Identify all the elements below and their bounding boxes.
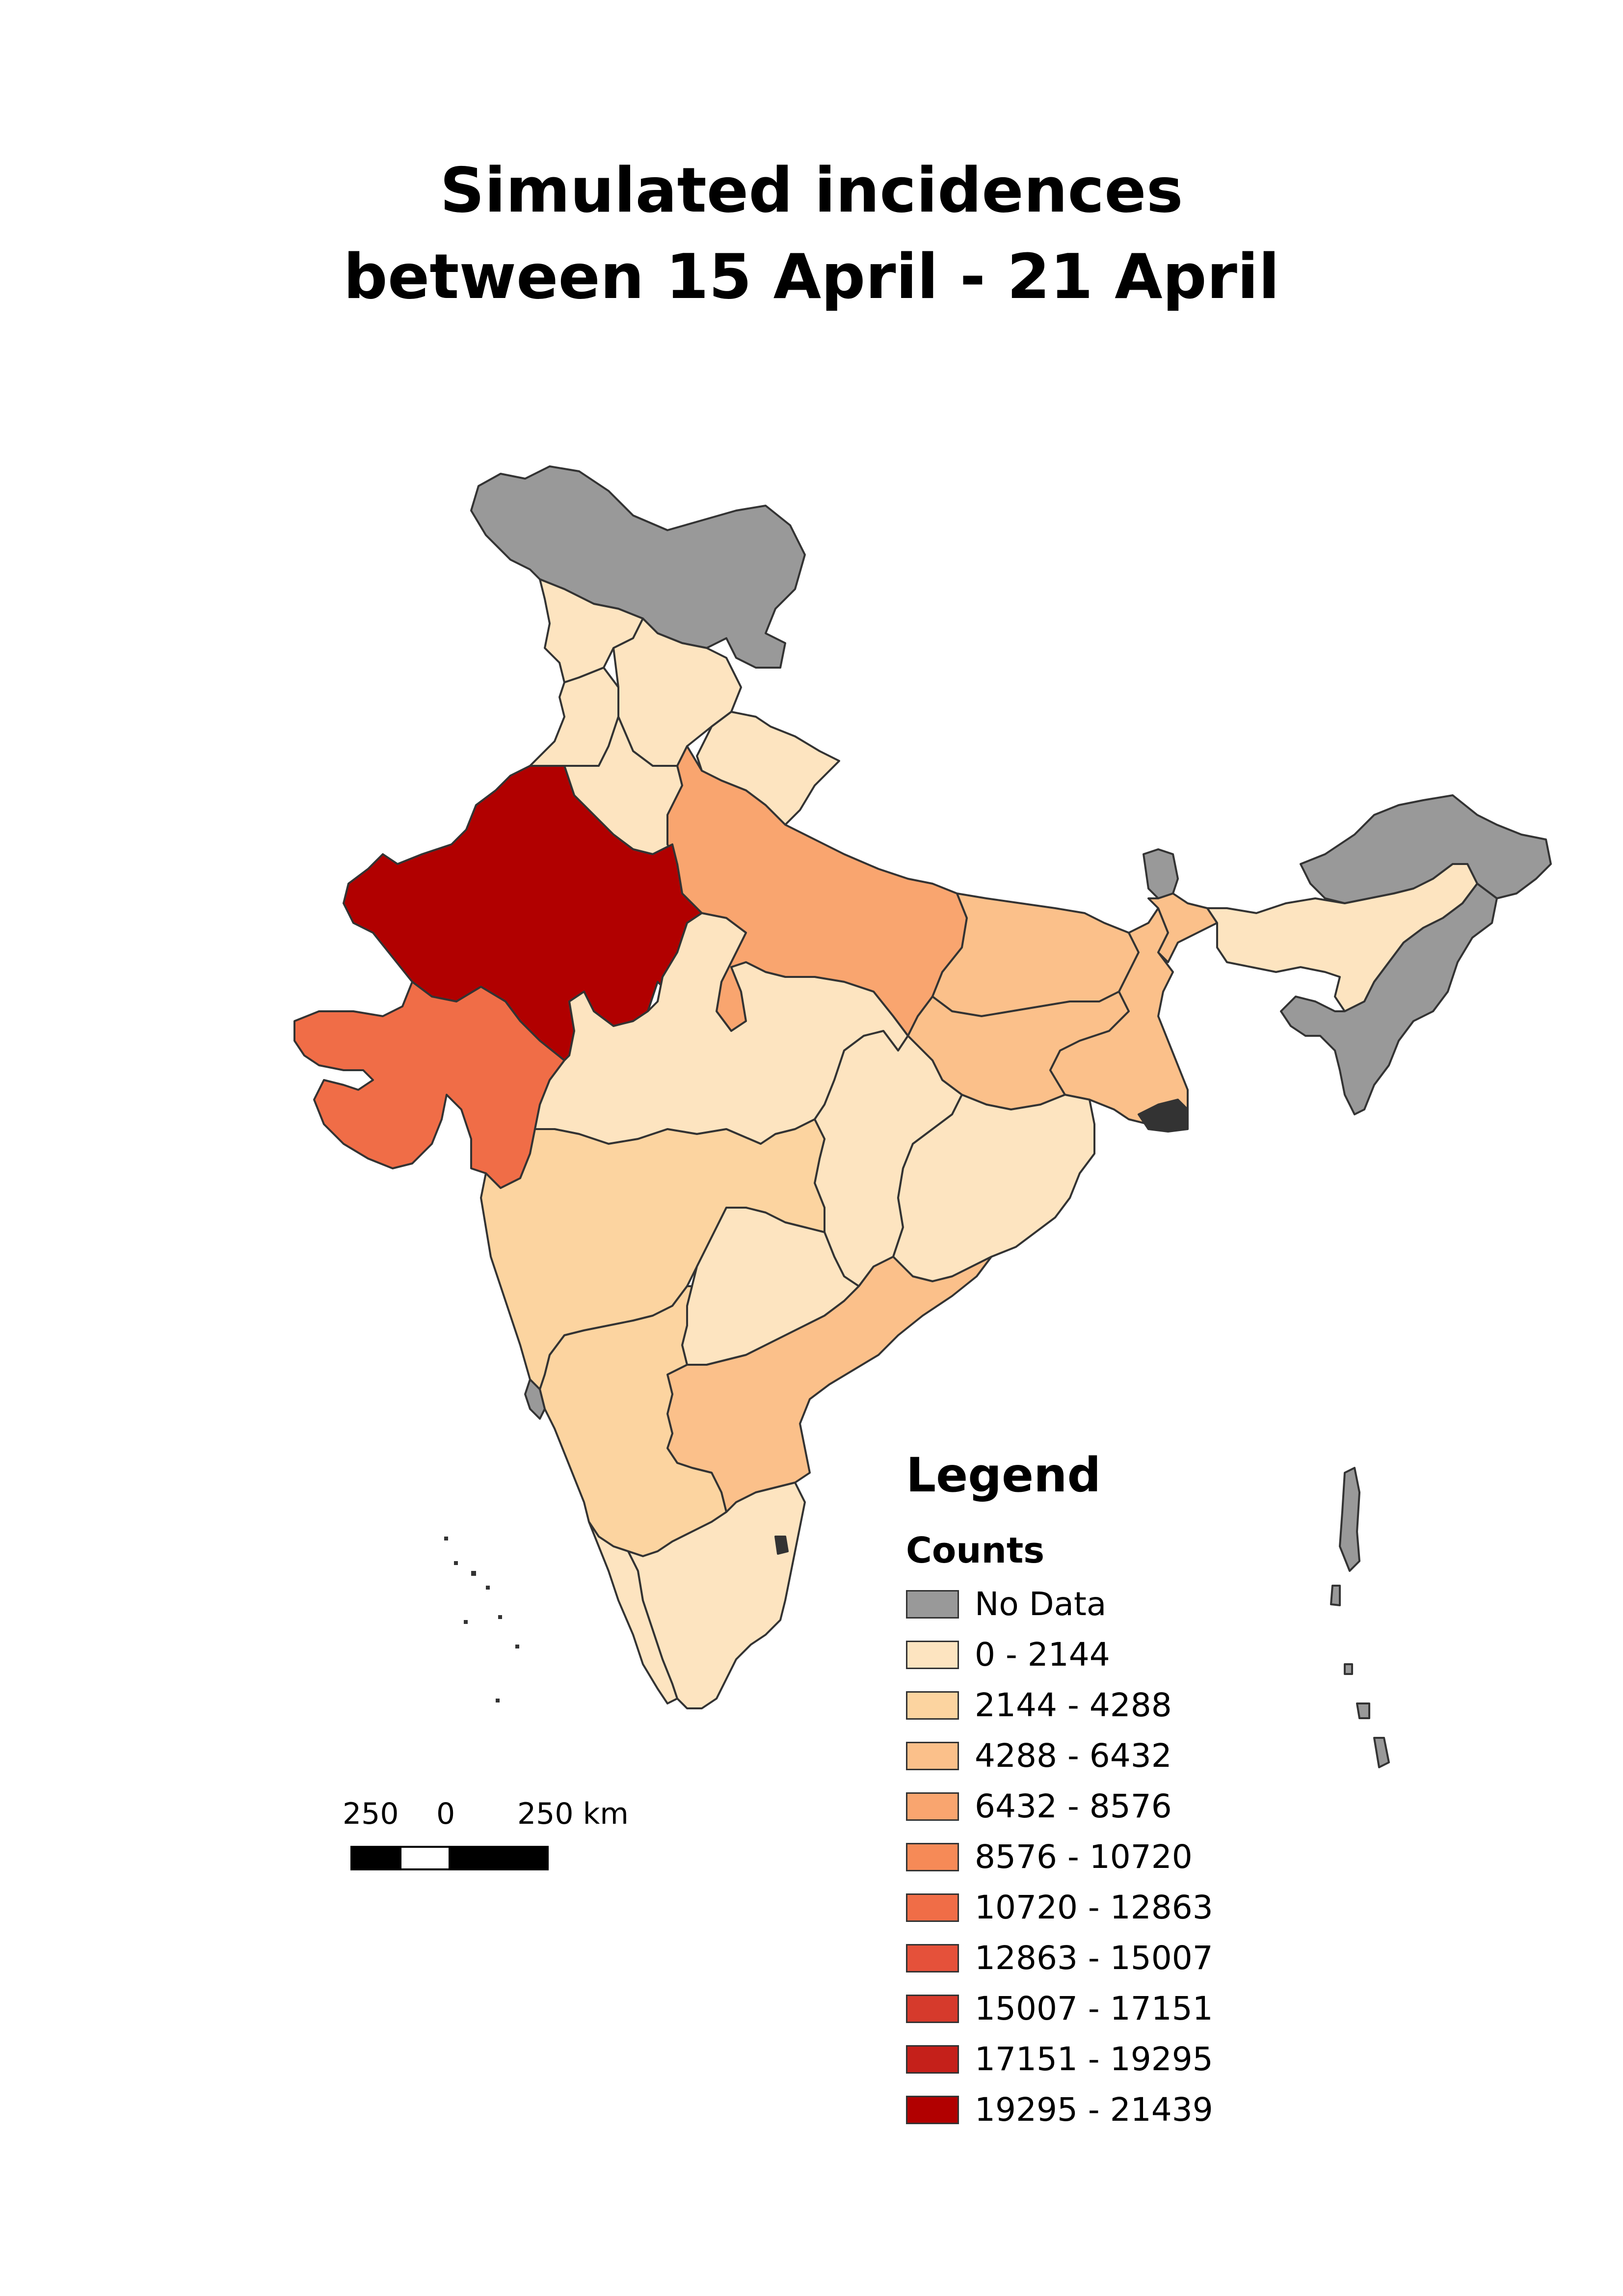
- legend-item: 12863 - 15007: [906, 1933, 1213, 1983]
- legend-item: 15007 - 17151: [906, 1983, 1213, 2034]
- region-lakshadweep: [444, 1537, 519, 1702]
- scale-label-right: 250 km: [517, 1797, 629, 1831]
- region-northeast-states: [1280, 883, 1498, 1115]
- legend-swatch: [906, 1741, 959, 1770]
- legend: Legend Counts No Data 0 - 2144 2144 - 4288…: [906, 1443, 1213, 2135]
- legend-swatch: [906, 1590, 959, 1619]
- legend-swatch: [906, 1691, 959, 1720]
- legend-item: No Data: [906, 1579, 1213, 1629]
- legend-item: 0 - 2144: [906, 1629, 1213, 1680]
- region-tamil-nadu: [627, 1482, 806, 1709]
- legend-item: 6432 - 8576: [906, 1781, 1213, 1832]
- legend-title: Legend: [906, 1448, 1101, 1503]
- legend-swatch: [906, 1944, 959, 1972]
- region-gujarat: [293, 981, 565, 1189]
- legend-label: 0 - 2144: [975, 1636, 1110, 1674]
- scale-label-mid: 0: [436, 1797, 455, 1831]
- legend-item: 4288 - 6432: [906, 1730, 1213, 1781]
- legend-rows: No Data 0 - 2144 2144 - 4288 4288 - 6432 643…: [906, 1579, 1213, 2135]
- map-title-line2: between 15 April - 21 April: [343, 241, 1280, 313]
- region-sundarbans: [1138, 1099, 1189, 1133]
- legend-label: 15007 - 17151: [975, 1990, 1213, 2027]
- legend-label: 12863 - 15007: [975, 1939, 1213, 1977]
- map-title: Simulated incidences between 15 April - …: [0, 147, 1623, 320]
- legend-swatch: [906, 2095, 959, 2124]
- legend-item: 10720 - 12863: [906, 1882, 1213, 1933]
- legend-label: No Data: [975, 1585, 1107, 1623]
- legend-item: 17151 - 19295: [906, 2034, 1213, 2084]
- region-goa: [524, 1378, 546, 1420]
- region-andaman-nicobar: [1330, 1467, 1390, 1768]
- legend-item: 8576 - 10720: [906, 1832, 1213, 1882]
- map-title-line1: Simulated incidences: [440, 154, 1183, 226]
- legend-label: 17151 - 19295: [975, 2040, 1213, 2078]
- region-sikkim: [1143, 848, 1179, 899]
- legend-swatch: [906, 1893, 959, 1922]
- legend-label: 19295 - 21439: [975, 2091, 1213, 2129]
- legend-swatch: [906, 1994, 959, 2023]
- legend-label: 2144 - 4288: [975, 1686, 1172, 1724]
- legend-label: 6432 - 8576: [975, 1787, 1172, 1825]
- legend-swatch: [906, 2045, 959, 2074]
- legend-swatch: [906, 1842, 959, 1871]
- scale-bar-graphic: [350, 1846, 549, 1870]
- region-puducherry: [774, 1536, 789, 1555]
- legend-label: 4288 - 6432: [975, 1737, 1172, 1775]
- legend-label: 10720 - 12863: [975, 1889, 1213, 1926]
- region-west-bengal-north: [1147, 892, 1218, 963]
- legend-subtitle: Counts: [906, 1530, 1045, 1571]
- legend-swatch: [906, 1640, 959, 1669]
- legend-label: 8576 - 10720: [975, 1838, 1193, 1876]
- legend-item: 2144 - 4288: [906, 1680, 1213, 1730]
- legend-swatch: [906, 1792, 959, 1821]
- scale-label-left: 250: [343, 1797, 399, 1831]
- legend-item: 19295 - 21439: [906, 2084, 1213, 2135]
